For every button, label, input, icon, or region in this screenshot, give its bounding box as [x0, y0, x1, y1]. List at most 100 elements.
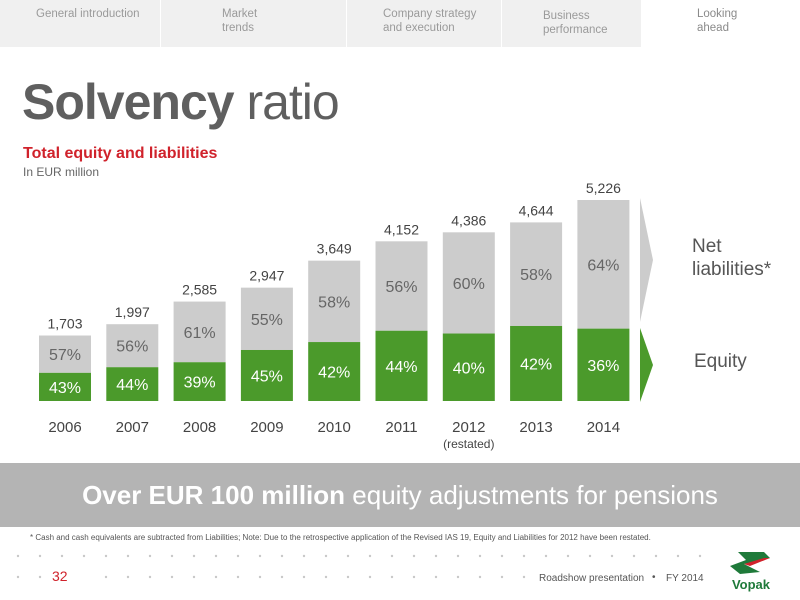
equity-pct-2013: 42%: [520, 356, 552, 373]
liabilities-pct-2006: 57%: [49, 347, 81, 364]
footer-dot: [632, 554, 636, 558]
equity-bar-2012: [442, 333, 495, 401]
footer-dot: [390, 575, 394, 579]
equity-pct-2007: 44%: [116, 377, 148, 394]
equity-bar-2014: [577, 328, 630, 401]
footer-dot: [104, 554, 108, 558]
liabilities-bar-2014: [577, 200, 630, 329]
footer-dot: [214, 554, 218, 558]
footer-dot: [148, 575, 152, 579]
footer-dot: [302, 554, 306, 558]
footer-dot: [324, 554, 328, 558]
equity-bar-2006: [39, 372, 91, 401]
total-label-2006: 1,703: [47, 316, 82, 332]
footer-dot: [192, 554, 196, 558]
footer-dot: [676, 554, 680, 558]
liabilities-bar-2011: [375, 241, 428, 331]
liabilities-bar-2006: [39, 335, 91, 373]
footer-dot: [654, 554, 658, 558]
footer-dot: [104, 575, 108, 579]
footer-dot: [522, 554, 526, 558]
total-label-2011: 4,152: [384, 221, 419, 237]
footer-dot: [126, 554, 130, 558]
footer-dot: [368, 554, 372, 558]
tab-market-trends[interactable]: Market trends: [161, 0, 347, 47]
logo-wordmark: Vopak: [732, 577, 771, 592]
liabilities-bar-2008: [173, 301, 226, 363]
chart-subtitle: Total equity and liabilities: [23, 145, 218, 162]
tab-business-performance[interactable]: Business performance: [502, 0, 642, 47]
footer-dot: [170, 575, 174, 579]
equity-bar-2013: [510, 325, 563, 401]
total-label-2013: 4,644: [519, 202, 554, 218]
tab-company-strategy[interactable]: Company strategy and execution: [347, 0, 502, 47]
footer-dot: [148, 554, 152, 558]
footer-dot: [280, 575, 284, 579]
footer-dot: [258, 554, 262, 558]
footer-dot: [60, 554, 64, 558]
footer-dot: [38, 554, 42, 558]
footer-dot: [16, 575, 20, 579]
liabilities-pct-2012: 60%: [453, 276, 485, 293]
equity-bar-2010: [308, 342, 361, 401]
x-tick-2007: 2007: [116, 419, 149, 436]
tab-looking-ahead[interactable]: Looking ahead: [642, 0, 800, 47]
liabilities-bar-2013: [510, 222, 563, 326]
footnote: * Cash and cash equivalents are subtract…: [30, 533, 651, 542]
footer-dot: [236, 554, 240, 558]
footer-dot: [434, 575, 438, 579]
footer-dot: [522, 575, 526, 579]
liabilities-pct-2011: 56%: [385, 279, 417, 296]
section-nav: General introduction Market trends Compa…: [0, 0, 800, 47]
footer-dot: [346, 575, 350, 579]
footer-dot: [434, 554, 438, 558]
footer-dot: [566, 554, 570, 558]
total-label-2010: 3,649: [317, 241, 352, 257]
footer-dot: [412, 575, 416, 579]
footer-dot: [478, 575, 482, 579]
footer-dot: [368, 575, 372, 579]
page-number: 32: [52, 568, 68, 584]
liabilities-pct-2014: 64%: [587, 257, 619, 274]
key-message-banner: Over EUR 100 million equity adjustments …: [0, 463, 800, 527]
footer-dot: [390, 554, 394, 558]
page-title: Solvency ratio: [22, 74, 340, 130]
footer-dot: [478, 554, 482, 558]
total-label-2007: 1,997: [115, 304, 150, 320]
equity-bar-2008: [173, 362, 226, 401]
liabilities-pct-2008: 61%: [184, 325, 216, 342]
x-tick-2013: 2013: [519, 419, 552, 436]
liabilities-bar-2007: [106, 324, 159, 368]
liabilities-pct-2010: 58%: [318, 294, 350, 311]
x-tick-2012: 2012: [452, 419, 485, 436]
liabilities-pct-2007: 56%: [116, 339, 148, 356]
footer-dot: [412, 554, 416, 558]
vopak-logo: Vopak: [730, 552, 771, 592]
legend-net-liabilities: Net liabilities*: [692, 236, 772, 280]
footer-dot: [456, 575, 460, 579]
x-tick-2014: 2014: [587, 419, 620, 436]
x-tick-2009: 2009: [250, 419, 283, 436]
footer-dot: [500, 575, 504, 579]
footer-dot: [236, 575, 240, 579]
footer-dot: [16, 554, 20, 558]
liabilities-bar-2012: [442, 232, 495, 334]
liabilities-pct-2013: 58%: [520, 267, 552, 284]
equity-pct-2012: 40%: [453, 360, 485, 377]
legend-equity: Equity: [694, 351, 747, 372]
bar-group: 1,703 57% 43% 2006 1,997 56% 44% 2007 2,585 61% 39…: [39, 180, 630, 451]
equity-bar-2007: [106, 367, 159, 401]
footer-dot: [214, 575, 218, 579]
liabilities-arrow: [640, 198, 653, 322]
footer-dot: [456, 554, 460, 558]
footer-dot: [192, 575, 196, 579]
tab-general-introduction[interactable]: General introduction: [0, 0, 161, 47]
footer-dot: [346, 554, 350, 558]
footer-dot: [610, 554, 614, 558]
total-label-2009: 2,947: [249, 268, 284, 284]
liabilities-pct-2009: 55%: [251, 312, 283, 329]
equity-pct-2006: 43%: [49, 380, 81, 397]
equity-arrow: [640, 328, 653, 402]
